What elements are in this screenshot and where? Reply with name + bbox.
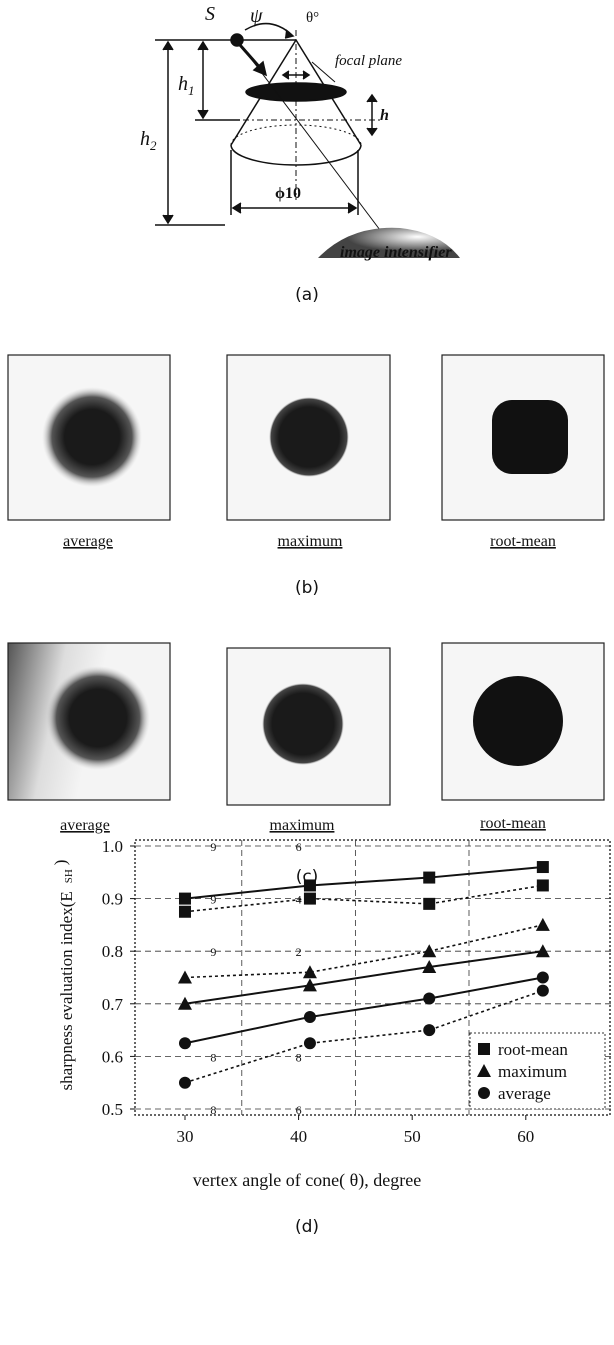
x-axis-label: vertex angle of cone( θ), degree bbox=[193, 1170, 422, 1191]
grid-annotation: 2 bbox=[296, 945, 302, 959]
grid-annotation: 8 bbox=[210, 1103, 216, 1117]
grid-annotation: 6 bbox=[296, 1103, 302, 1117]
marker bbox=[304, 1011, 316, 1023]
marker bbox=[423, 1024, 435, 1036]
image-caption: root-mean bbox=[490, 533, 556, 550]
images-b bbox=[8, 355, 604, 520]
images-c bbox=[8, 643, 604, 805]
caption-b: (b) bbox=[295, 578, 319, 598]
cone-diagram bbox=[155, 24, 460, 258]
marker bbox=[304, 893, 316, 905]
marker bbox=[179, 893, 191, 905]
image-caption: maximum bbox=[278, 533, 343, 550]
y-tick-label: 0.6 bbox=[102, 1047, 123, 1066]
label-intensifier: image intensifier bbox=[340, 244, 452, 261]
image-caption: maximum bbox=[270, 817, 335, 834]
caption-d: (d) bbox=[295, 1217, 319, 1237]
h2: h bbox=[140, 128, 150, 150]
figure: S ψ θ° h1 h2 focal plane h ϕ10 image int… bbox=[0, 0, 614, 1340]
h1: h bbox=[178, 73, 188, 95]
marker bbox=[537, 972, 549, 984]
y-label-end: ) bbox=[51, 860, 70, 866]
label-h1: h1 bbox=[178, 73, 195, 98]
image-caption: average bbox=[63, 533, 113, 550]
x-tick-label: 30 bbox=[176, 1127, 193, 1146]
label-h2: h2 bbox=[140, 128, 157, 153]
marker bbox=[179, 1077, 191, 1089]
marker bbox=[423, 898, 435, 910]
label-s: S bbox=[205, 3, 215, 25]
y-tick-label: 0.9 bbox=[102, 890, 123, 909]
marker bbox=[537, 861, 549, 873]
label-theta: θ° bbox=[306, 10, 319, 26]
marker bbox=[478, 1087, 490, 1099]
x-tick-label: 40 bbox=[290, 1127, 307, 1146]
marker bbox=[536, 918, 550, 931]
marker bbox=[537, 985, 549, 997]
grid-annotation: 8 bbox=[296, 1050, 302, 1064]
y-label-main: sharpness evaluation index(E bbox=[57, 891, 76, 1090]
legend-label: root-mean bbox=[498, 1040, 568, 1059]
grid-annotation: 9 bbox=[210, 840, 216, 854]
legend-label: maximum bbox=[498, 1062, 567, 1081]
label-h: h bbox=[380, 107, 389, 124]
image-caption: average bbox=[60, 817, 110, 834]
marker bbox=[423, 993, 435, 1005]
marker bbox=[423, 872, 435, 884]
grid-annotation: 9 bbox=[210, 945, 216, 959]
image-caption: root-mean bbox=[480, 815, 546, 832]
series-line bbox=[185, 867, 543, 899]
h1-sub: 1 bbox=[188, 83, 195, 98]
y-label-sub: SH bbox=[63, 869, 75, 883]
marker bbox=[304, 1037, 316, 1049]
caption-a: (a) bbox=[295, 285, 319, 305]
marker bbox=[536, 944, 550, 957]
marker bbox=[478, 1043, 490, 1055]
label-psi: ψ bbox=[250, 5, 263, 27]
marker bbox=[178, 971, 192, 984]
grid-annotation: 8 bbox=[210, 1050, 216, 1064]
y-tick-label: 0.5 bbox=[102, 1100, 123, 1119]
series-line bbox=[185, 951, 543, 1004]
marker bbox=[537, 879, 549, 891]
marker bbox=[304, 879, 316, 891]
y-tick-label: 0.8 bbox=[102, 942, 123, 961]
marker bbox=[422, 944, 436, 957]
x-tick-label: 60 bbox=[517, 1127, 534, 1146]
legend-label: average bbox=[498, 1084, 551, 1103]
y-axis-label: sharpness evaluation index(E SH) bbox=[51, 860, 76, 1091]
h2-sub: 2 bbox=[150, 138, 157, 153]
marker bbox=[179, 906, 191, 918]
marker bbox=[179, 1037, 191, 1049]
label-phi: ϕ10 bbox=[275, 185, 301, 202]
label-focal: focal plane bbox=[335, 53, 402, 69]
grid-annotation: 6 bbox=[296, 840, 302, 854]
y-tick-label: 0.7 bbox=[102, 995, 124, 1014]
y-tick-label: 1.0 bbox=[102, 837, 123, 856]
x-tick-label: 50 bbox=[404, 1127, 421, 1146]
